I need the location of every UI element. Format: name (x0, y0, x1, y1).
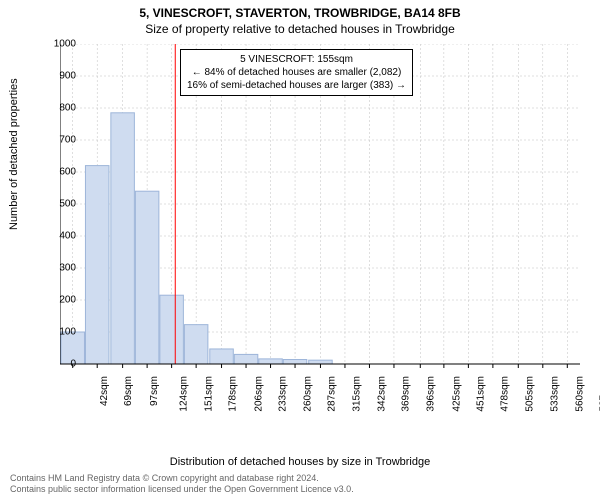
y-tick: 400 (46, 231, 76, 242)
x-tick: 69sqm (123, 376, 134, 406)
chart-title-sub: Size of property relative to detached ho… (0, 20, 600, 40)
x-tick: 478sqm (500, 376, 511, 412)
y-tick: 600 (46, 167, 76, 178)
x-tick: 42sqm (99, 376, 110, 406)
x-tick: 315sqm (352, 376, 363, 412)
x-tick: 451sqm (475, 376, 486, 412)
x-tick: 560sqm (574, 376, 585, 412)
footer-line2: Contains public sector information licen… (10, 484, 354, 496)
x-tick: 233sqm (278, 376, 289, 412)
x-tick: 425sqm (452, 376, 463, 412)
annotation-line1: 5 VINESCROFT: 155sqm (187, 53, 406, 66)
x-tick: 260sqm (302, 376, 313, 412)
y-tick: 700 (46, 135, 76, 146)
x-tick: 178sqm (228, 376, 239, 412)
y-tick: 0 (46, 359, 76, 370)
chart-area: 5 VINESCROFT: 155sqm ← 84% of detached h… (60, 44, 580, 414)
y-tick: 300 (46, 263, 76, 274)
y-tick: 100 (46, 327, 76, 338)
x-tick: 533sqm (550, 376, 561, 412)
footer-line1: Contains HM Land Registry data © Crown c… (10, 473, 354, 485)
chart-title-main: 5, VINESCROFT, STAVERTON, TROWBRIDGE, BA… (0, 0, 600, 20)
x-tick: 505sqm (524, 376, 535, 412)
y-tick: 1000 (46, 39, 76, 50)
y-axis-label: Number of detached properties (8, 78, 20, 230)
y-tick: 900 (46, 71, 76, 82)
x-tick: 97sqm (149, 376, 160, 406)
y-tick: 800 (46, 103, 76, 114)
x-tick: 369sqm (401, 376, 412, 412)
x-axis-label: Distribution of detached houses by size … (0, 456, 600, 468)
x-tick: 342sqm (377, 376, 388, 412)
x-tick: 206sqm (253, 376, 264, 412)
x-tick: 151sqm (203, 376, 214, 412)
histogram-plot (60, 44, 580, 414)
y-tick: 500 (46, 199, 76, 210)
x-tick: 287sqm (327, 376, 338, 412)
annotation-box: 5 VINESCROFT: 155sqm ← 84% of detached h… (180, 49, 413, 96)
y-tick: 200 (46, 295, 76, 306)
annotation-line3: 16% of semi-detached houses are larger (… (187, 79, 406, 92)
annotation-line2: ← 84% of detached houses are smaller (2,… (187, 66, 406, 79)
x-tick: 396sqm (426, 376, 437, 412)
x-tick: 124sqm (179, 376, 190, 412)
footer-attribution: Contains HM Land Registry data © Crown c… (10, 473, 354, 496)
